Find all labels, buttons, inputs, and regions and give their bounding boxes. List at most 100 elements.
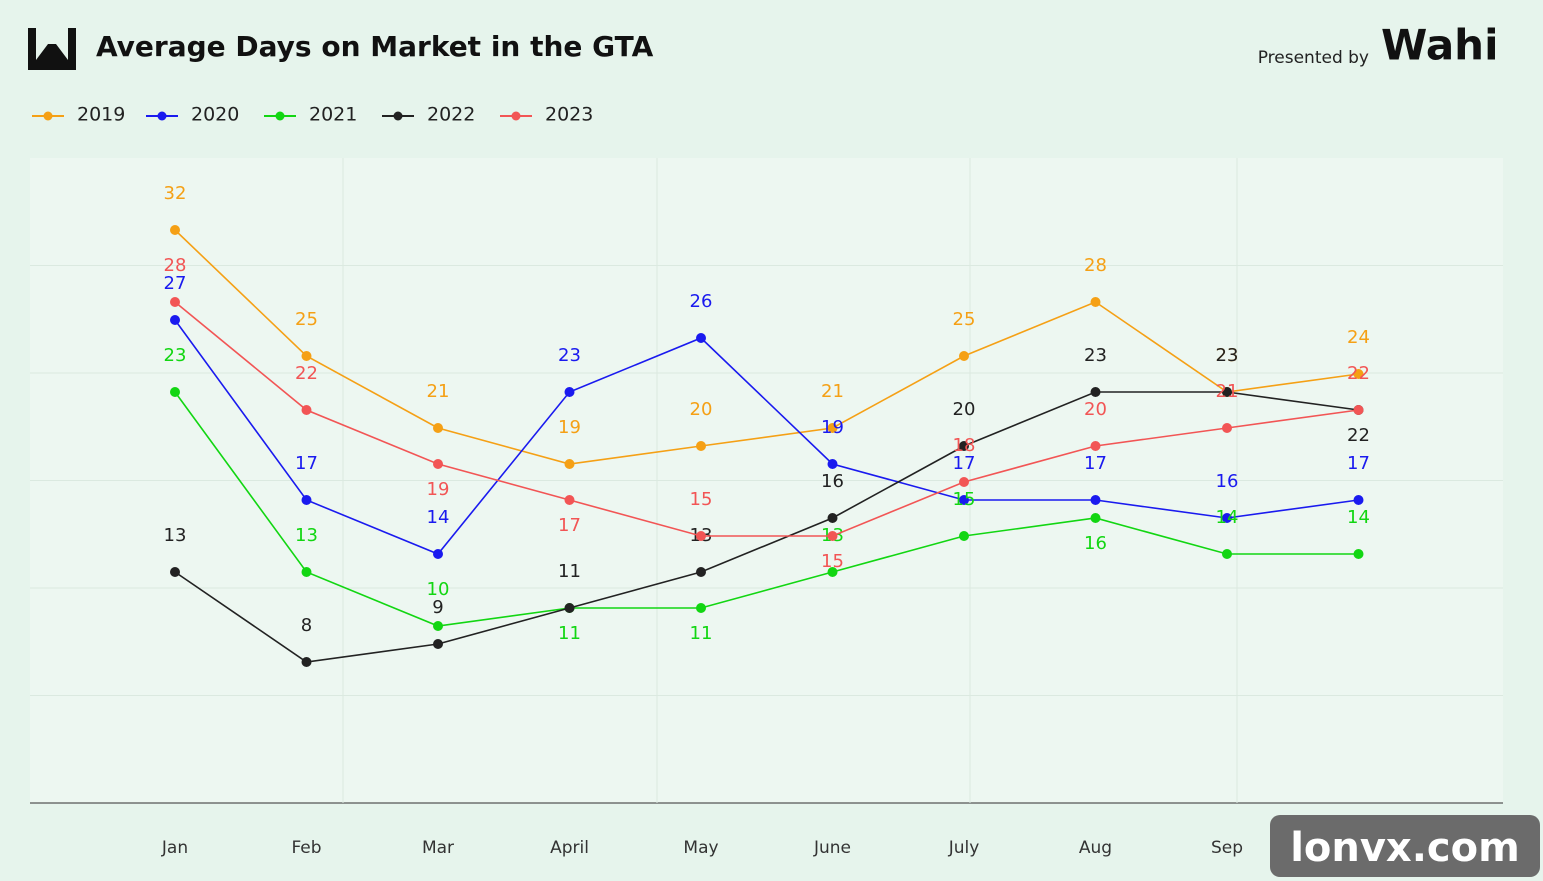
data-label: 19 (558, 417, 581, 438)
legend-dot (43, 111, 53, 121)
data-label: 11 (690, 623, 713, 644)
data-label: 21 (821, 381, 844, 402)
x-tick-label: July (948, 838, 980, 858)
x-tick-label: Sep (1211, 838, 1243, 858)
data-label: 16 (1084, 533, 1107, 554)
data-point (564, 459, 575, 469)
data-label: 18 (953, 435, 976, 456)
data-label: 13 (295, 525, 318, 546)
data-label: 25 (953, 309, 976, 330)
data-label: 11 (558, 623, 581, 644)
data-label: 17 (1347, 453, 1370, 474)
data-point (433, 423, 443, 433)
x-tick-label: Aug (1079, 838, 1112, 858)
data-label: 9 (432, 597, 443, 618)
presenter-label: Presented by (1258, 48, 1369, 68)
data-point (301, 657, 312, 667)
logo-icon (28, 28, 76, 70)
data-point (170, 225, 180, 235)
data-point (170, 387, 180, 397)
data-point (696, 531, 706, 541)
data-point (170, 567, 180, 577)
series-line (174, 319, 1359, 555)
legend-label: 2020 (191, 104, 239, 126)
data-point (827, 513, 838, 523)
data-label: 20 (1084, 399, 1107, 420)
data-label: 19 (821, 417, 844, 438)
data-label: 14 (427, 507, 450, 528)
data-label: 23 (1084, 345, 1107, 366)
data-label: 14 (1216, 507, 1239, 528)
data-point (827, 459, 838, 469)
data-label: 25 (295, 309, 318, 330)
data-label: 10 (427, 579, 450, 600)
data-label: 23 (1216, 345, 1239, 366)
data-label: 17 (1084, 453, 1107, 474)
legend-item: 2023 (500, 104, 593, 126)
data-label: 14 (1347, 507, 1370, 528)
watermark: lonvx.com (1290, 825, 1520, 871)
data-label: 23 (558, 345, 581, 366)
data-label: 21 (427, 381, 450, 402)
data-point (301, 405, 312, 415)
series-line (174, 229, 1359, 465)
data-point (1222, 549, 1232, 559)
data-point (827, 567, 838, 577)
data-point (827, 423, 838, 433)
data-label: 16 (821, 471, 844, 492)
data-point (1090, 387, 1101, 397)
data-point (696, 441, 706, 451)
data-point (564, 495, 575, 505)
data-point (1090, 297, 1101, 307)
data-point (1353, 495, 1364, 505)
data-point (564, 387, 575, 397)
x-tick-label: June (813, 838, 851, 858)
legend-dot (393, 111, 403, 121)
data-point (170, 315, 180, 325)
x-tick-label: May (683, 838, 718, 858)
data-label: 32 (164, 183, 187, 204)
data-point (959, 441, 969, 451)
legend-dot (157, 111, 167, 121)
data-label: 21 (1216, 381, 1239, 402)
data-point (1222, 423, 1232, 433)
data-point (696, 333, 706, 343)
data-label: 23 (1216, 345, 1239, 366)
data-label: 15 (953, 489, 976, 510)
data-point (1353, 405, 1364, 415)
data-label: 27 (164, 273, 187, 294)
data-label: 22 (1347, 363, 1370, 384)
data-label: 17 (953, 453, 976, 474)
data-label: 28 (1084, 255, 1107, 276)
brand-logo: Wahi (1381, 21, 1498, 70)
data-point (301, 495, 312, 505)
data-point (959, 477, 969, 487)
data-point (1090, 441, 1101, 451)
data-label: 22 (1347, 425, 1370, 446)
data-point (959, 495, 969, 505)
data-point (696, 567, 706, 577)
legend-label: 2021 (309, 104, 357, 126)
x-tick-label: Mar (422, 838, 454, 858)
data-point (170, 297, 180, 307)
data-label: 15 (821, 551, 844, 572)
data-label: 17 (295, 453, 318, 474)
data-point (433, 639, 443, 649)
data-point (301, 351, 312, 361)
data-point (564, 603, 575, 613)
series-line (174, 301, 1359, 537)
data-point (433, 549, 443, 559)
data-point (1353, 369, 1364, 379)
x-tick-label: April (550, 838, 589, 858)
data-label: 26 (690, 291, 713, 312)
data-label: 20 (953, 399, 976, 420)
x-tick-label: Feb (291, 838, 321, 858)
data-label: 11 (558, 561, 581, 582)
legend-item: 2021 (264, 104, 357, 126)
legend-item: 2020 (146, 104, 239, 126)
series-line (174, 391, 1359, 627)
data-label: 19 (427, 479, 450, 500)
legend-dot (511, 111, 521, 121)
data-point (1090, 495, 1101, 505)
